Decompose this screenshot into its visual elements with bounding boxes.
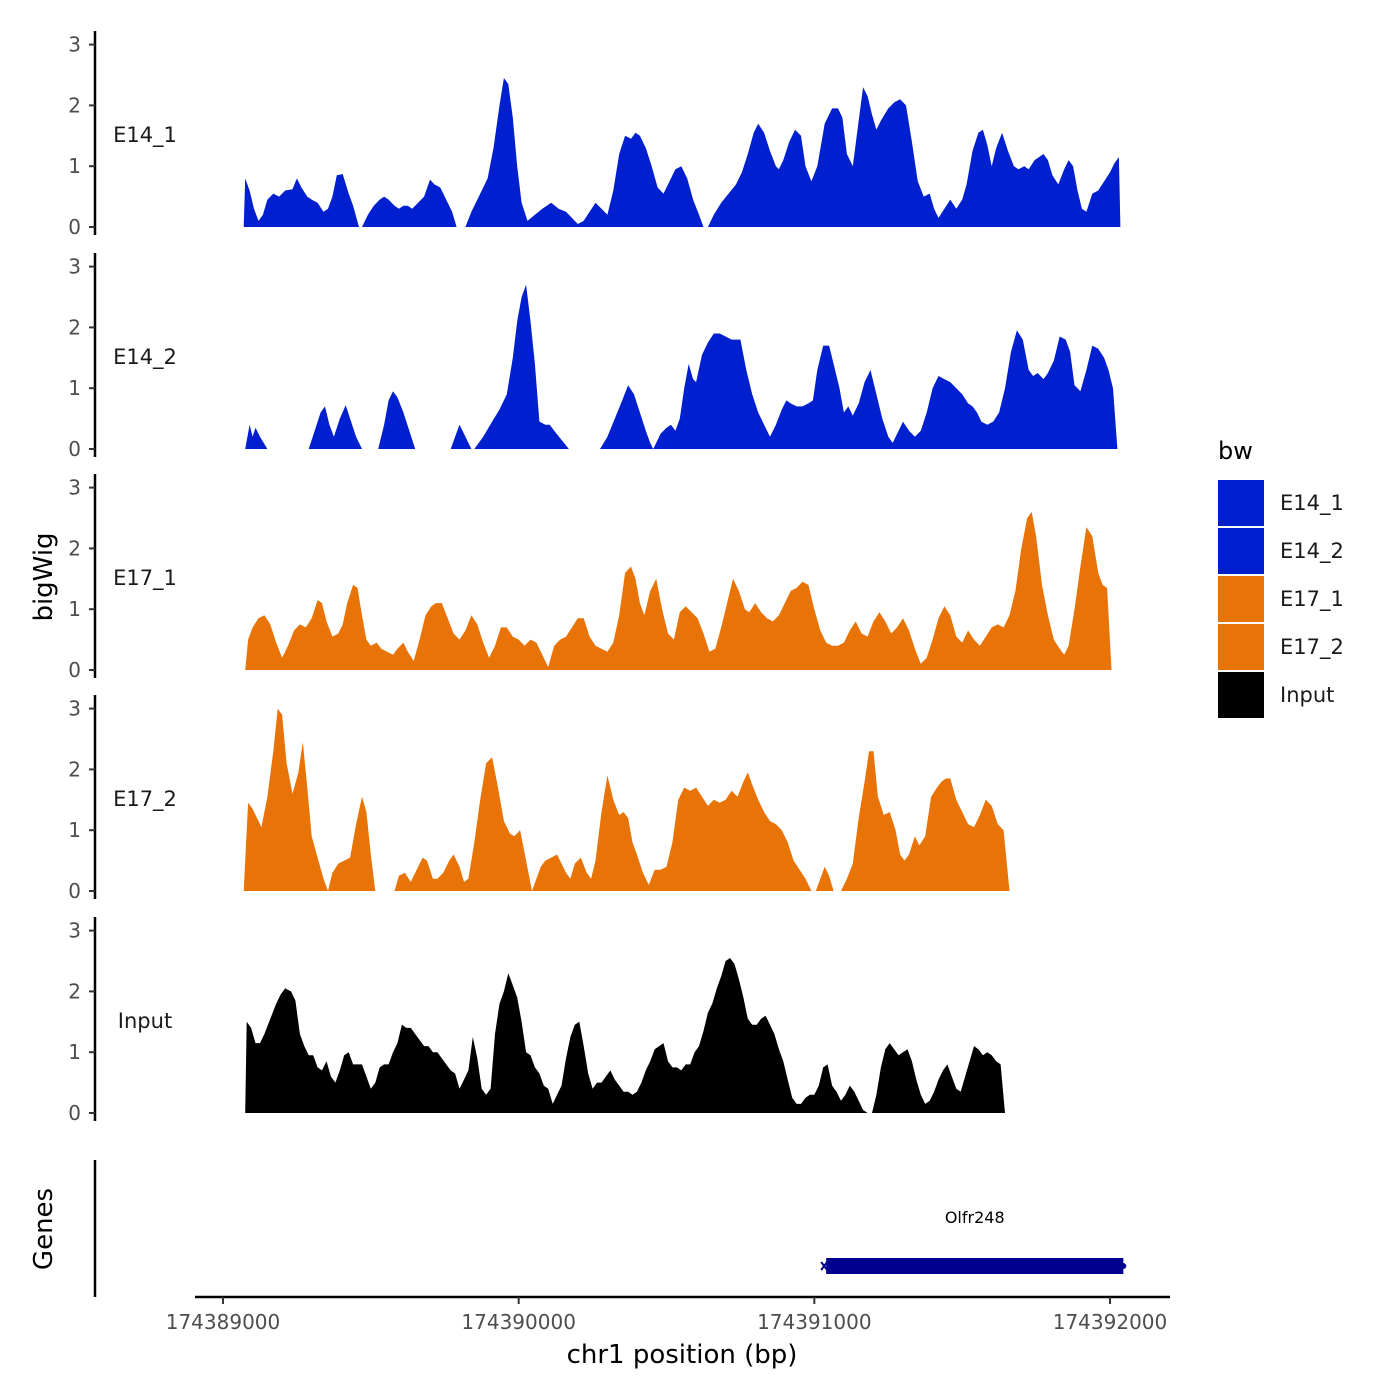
signal-area [245,284,1118,449]
y-tick-label: 3 [68,476,81,500]
legend-label: E17_2 [1280,635,1344,660]
legend-item-e17-1: E17_1 [1218,576,1344,622]
genes-axis-title: Genes [29,1188,59,1270]
y-tick-label: 1 [68,376,81,400]
y-tick-label: 0 [68,437,81,461]
gene-end-marker [1120,1263,1127,1269]
y-tick-label: 1 [68,1040,81,1064]
y-tick-label: 0 [68,215,81,239]
signal-area [245,511,1112,670]
signal-area [245,958,1005,1113]
legend: bw E14_1 E14_2 E17_1 E17_2 Input [1218,437,1344,718]
x-axis: 174389000 174390000 174391000 174392000 [166,1295,1170,1334]
gene-label: Olfr248 [945,1208,1005,1227]
legend-label: E14_1 [1280,491,1344,516]
y-axis-title: bigWig [29,532,59,621]
y-tick-label: 2 [68,536,81,560]
y-tick-label: 0 [68,658,81,682]
gene-olfr248: Olfr248 [820,1208,1127,1274]
genes-layer: Olfr248 [93,1160,1127,1297]
track-label: E14_1 [113,123,177,148]
x-tick-label: 174392000 [1053,1310,1168,1334]
track-e14-2: 0 1 2 3 E14_2 [68,253,1118,461]
track-e17-1: 0 1 2 3 E17_1 [68,474,1112,682]
y-tick-label: 2 [68,757,81,781]
track-e17-2: 0 1 2 3 E17_2 [68,695,1010,903]
legend-swatch [1218,576,1264,622]
legend-title: bw [1218,437,1253,465]
legend-swatch [1218,672,1264,718]
x-tick-label: 174389000 [166,1310,281,1334]
y-tick-label: 1 [68,597,81,621]
track-label: E14_2 [113,345,177,370]
y-tick-label: 1 [68,154,81,178]
signal-area [243,708,1010,891]
track-label: Input [118,1009,172,1033]
y-tick-label: 3 [68,919,81,943]
y-tick-label: 3 [68,255,81,279]
x-tick-label: 174390000 [461,1310,576,1334]
y-tick-label: 2 [68,93,81,117]
legend-swatch [1218,624,1264,670]
y-tick-label: 3 [68,697,81,721]
gene-body [826,1258,1124,1274]
legend-item-input: Input [1218,672,1334,718]
y-tick-label: 3 [68,33,81,57]
y-tick-label: 0 [68,879,81,903]
x-axis-title: chr1 position (bp) [567,1340,798,1370]
y-tick-label: 2 [68,315,81,339]
legend-label: E14_2 [1280,539,1344,564]
strand-marker [820,1261,828,1271]
tracks-layer: 0 1 2 3 E14_1 0 1 2 3 E14_2 0 1 2 3 E17_1 0 1 2 3 E17_2 0 1 2 3… [68,31,1121,1125]
track-e14-1: 0 1 2 3 E14_1 [68,31,1121,239]
legend-label: E17_1 [1280,587,1344,612]
legend-swatch [1218,528,1264,574]
legend-item-e14-1: E14_1 [1218,480,1344,526]
track-label: E17_1 [113,566,177,591]
y-tick-label: 2 [68,979,81,1003]
y-tick-label: 0 [68,1101,81,1125]
legend-label: Input [1280,683,1334,707]
y-tick-label: 1 [68,818,81,842]
legend-item-e17-2: E17_2 [1218,624,1344,670]
track-input: 0 1 2 3 Input [68,917,1005,1125]
legend-swatch [1218,480,1264,526]
legend-item-e14-2: E14_2 [1218,528,1344,574]
track-label: E17_2 [113,787,177,812]
x-tick-label: 174391000 [757,1310,872,1334]
signal-area [243,78,1121,227]
